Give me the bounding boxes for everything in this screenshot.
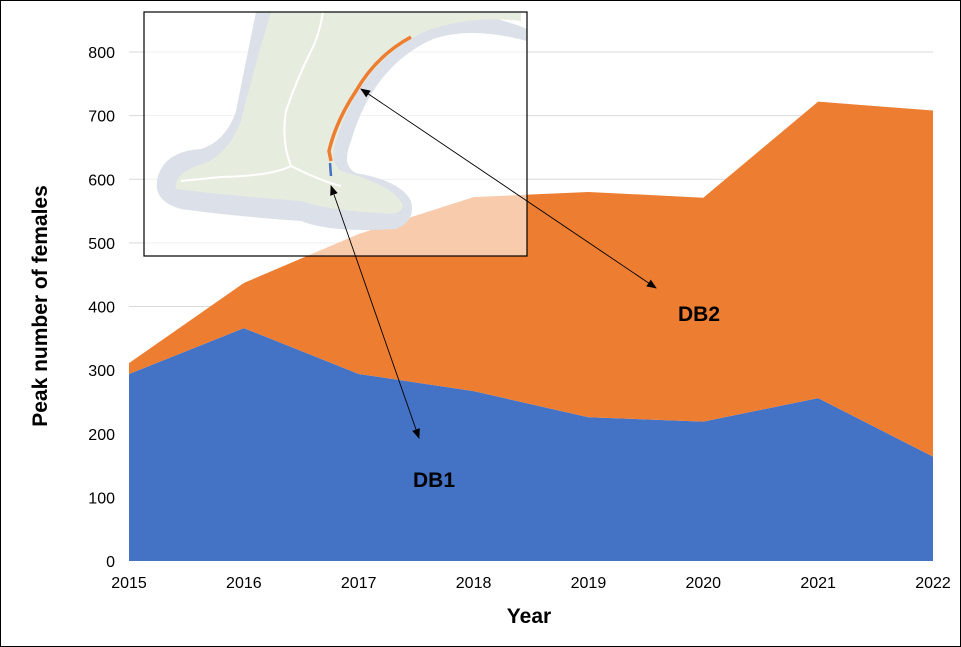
x-tick-label: 2022 [915,575,951,592]
x-tick-label: 2020 [685,575,721,592]
y-tick-label: 600 [88,172,115,189]
x-tick-label: 2018 [456,575,492,592]
x-tick-label: 2015 [111,575,147,592]
area-db1 [129,328,933,561]
y-axis-label: Peak number of females [29,185,52,427]
y-tick-label: 700 [88,109,115,126]
x-tick-label: 2017 [341,575,377,592]
db1-route [328,162,333,177]
db1-label: DB1 [413,469,455,492]
x-tick-label: 2021 [800,575,836,592]
db2-label: DB2 [678,303,720,326]
db2-arrow [360,88,657,289]
land [175,12,521,214]
y-tick-label: 0 [106,554,115,571]
y-tick-label: 400 [88,300,115,317]
y-tick-labels: 0 100 200 300 400 500 600 700 800 [88,45,115,571]
inset-map [143,11,528,257]
x-tick-labels: 2015 2016 2017 2018 2019 2020 2021 2022 [111,575,951,592]
x-tick-label: 2019 [571,575,607,592]
x-axis-label: Year [507,605,551,628]
y-tick-label: 500 [88,236,115,253]
y-tick-label: 100 [88,490,115,507]
db2-route [327,35,412,162]
y-tick-label: 200 [88,427,115,444]
y-tick-label: 300 [88,363,115,380]
db1-arrow [330,185,420,439]
y-tick-label: 800 [88,45,115,62]
x-tick-label: 2016 [226,575,262,592]
